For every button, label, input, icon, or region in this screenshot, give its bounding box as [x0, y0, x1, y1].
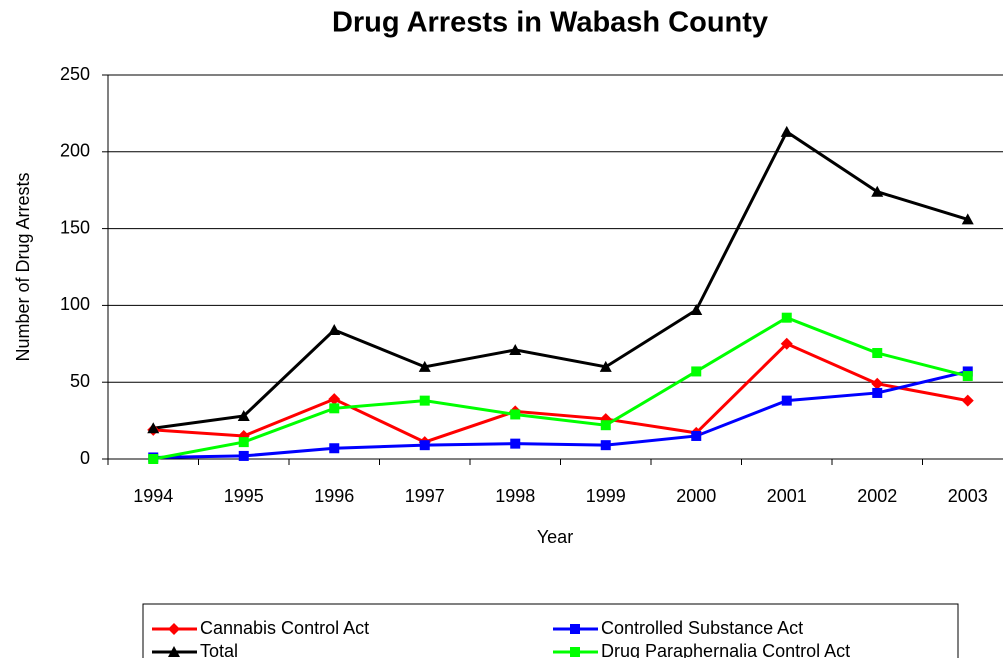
marker [690, 304, 703, 316]
marker [600, 440, 611, 451]
y-tick-label: 200 [60, 141, 90, 161]
legend-label: Cannabis Control Act [200, 618, 369, 638]
marker [328, 393, 341, 406]
marker [961, 213, 974, 225]
x-axis-label: Year [537, 527, 573, 547]
marker [872, 387, 883, 398]
marker [419, 395, 430, 406]
x-tick-label: 2003 [948, 486, 988, 506]
y-tick-label: 50 [70, 371, 90, 391]
y-tick-label: 0 [80, 448, 90, 468]
x-tick-label: 2000 [676, 486, 716, 506]
marker [599, 360, 612, 372]
marker [780, 337, 793, 350]
legend-marker [168, 646, 180, 657]
marker [237, 409, 250, 421]
x-tick-label: 1994 [133, 486, 173, 506]
x-tick-label: 2002 [857, 486, 897, 506]
legend-marker [570, 624, 580, 634]
marker [238, 437, 249, 448]
y-tick-label: 250 [60, 64, 90, 84]
legend-label: Controlled Substance Act [601, 618, 803, 638]
x-tick-label: 1999 [586, 486, 626, 506]
marker [147, 422, 160, 434]
legend-box [142, 603, 959, 658]
marker [238, 450, 249, 461]
marker [781, 395, 792, 406]
marker [419, 440, 430, 451]
marker [328, 323, 341, 335]
legend-label: Drug Paraphernalia Control Act [601, 641, 850, 658]
marker [871, 185, 884, 197]
marker [418, 360, 431, 372]
series-line [153, 129, 969, 430]
marker [691, 366, 702, 377]
y-tick-label: 150 [60, 217, 90, 237]
legend-label: Total [200, 641, 238, 658]
series-line [153, 342, 969, 444]
x-tick-label: 2001 [767, 486, 807, 506]
x-tick-label: 1997 [405, 486, 445, 506]
y-axis-label: Number of Drug Arrests [13, 172, 33, 361]
x-tick-label: 1995 [224, 486, 264, 506]
x-tick-label: 1998 [495, 486, 535, 506]
marker [510, 438, 521, 449]
chart-title: Drug Arrests in Wabash County [332, 7, 768, 39]
marker [781, 312, 792, 323]
marker [872, 348, 883, 359]
marker [148, 454, 159, 464]
marker [329, 443, 340, 454]
marker [691, 430, 702, 441]
series-line [152, 316, 969, 461]
marker [780, 125, 793, 137]
marker [961, 394, 974, 407]
legend-marker [570, 647, 580, 657]
marker [509, 343, 522, 355]
y-tick-label: 100 [60, 294, 90, 314]
marker [962, 371, 973, 382]
legend-marker [168, 623, 180, 635]
series-line [153, 369, 969, 459]
marker [329, 403, 340, 414]
marker [510, 409, 521, 420]
marker [871, 377, 884, 390]
marker [600, 420, 611, 431]
x-tick-label: 1996 [314, 486, 354, 506]
